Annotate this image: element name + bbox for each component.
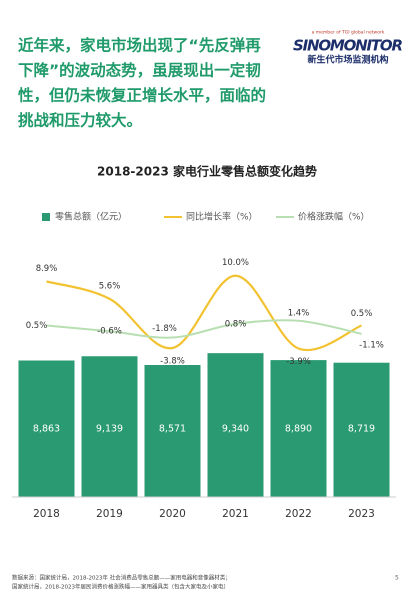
- line-label: 5.6%: [99, 281, 121, 291]
- x-tick-label: 2021: [222, 508, 249, 520]
- logo-subtitle: 新生代市场监测机构: [307, 54, 388, 66]
- bar: [207, 353, 264, 497]
- line-label: -1.1%: [359, 340, 384, 350]
- bar: [81, 356, 138, 497]
- line-label: 0.5%: [351, 309, 373, 319]
- bar: [270, 360, 327, 497]
- legend-label: 同比增长率（%）: [186, 211, 258, 223]
- x-tick-label: 2018: [33, 508, 60, 520]
- page-number: 5: [395, 575, 399, 582]
- logo-name: SINOMONITOR: [293, 37, 403, 55]
- bar: [18, 360, 75, 497]
- line-label: 1.4%: [288, 308, 310, 318]
- legend-label: 零售总额（亿元）: [55, 211, 127, 223]
- bar-label: 8,571: [159, 424, 186, 435]
- heading-line: 近年来，家电市场出现了“先反弹再: [18, 36, 261, 55]
- bar-label: 8,890: [285, 424, 312, 435]
- x-tick-label: 2020: [159, 508, 186, 520]
- line-label: 8.9%: [36, 264, 58, 274]
- series-line: [46, 319, 362, 339]
- logo-tagline: a member of TGI global network: [312, 30, 385, 36]
- line-label: 10.0%: [222, 258, 249, 268]
- heading-line: 性，但仍未恢复正增长水平，面临的: [18, 86, 266, 105]
- line-label: 0.8%: [225, 319, 247, 329]
- bar-label: 9,139: [96, 424, 123, 435]
- legend-label: 价格涨跌幅（%）: [298, 211, 370, 223]
- line-label: -1.8%: [152, 324, 177, 334]
- x-tick-label: 2019: [96, 508, 123, 520]
- source: 数据来源：国家统计局，2018-2023年 社会消费品零售总额——家用电器和音像…: [12, 574, 231, 582]
- chart-title: 2018-2023 家电行业零售总额变化趋势: [97, 164, 317, 179]
- heading-line: 下降”的波动态势，虽展现出一定韧: [18, 61, 261, 80]
- legend-swatch: [42, 213, 50, 221]
- line-label: -0.6%: [97, 327, 122, 337]
- line-label: -3.8%: [160, 357, 185, 367]
- bar-label: 9,340: [222, 424, 249, 435]
- line-label: -3.9%: [286, 357, 311, 367]
- source: 国家统计局，2018-2023年居民消费价格涨跌幅——家用器具类（包含大家电及小…: [12, 583, 229, 591]
- bar: [144, 365, 201, 497]
- line-label: 0.5%: [26, 321, 48, 331]
- series-line: [46, 274, 362, 352]
- bar-label: 8,863: [33, 424, 60, 435]
- bar-label: 8,719: [348, 424, 375, 435]
- x-tick-label: 2023: [348, 508, 375, 520]
- bar: [333, 362, 390, 497]
- heading-line: 挑战和压力较大。: [18, 111, 142, 130]
- x-tick-label: 2022: [285, 508, 312, 520]
